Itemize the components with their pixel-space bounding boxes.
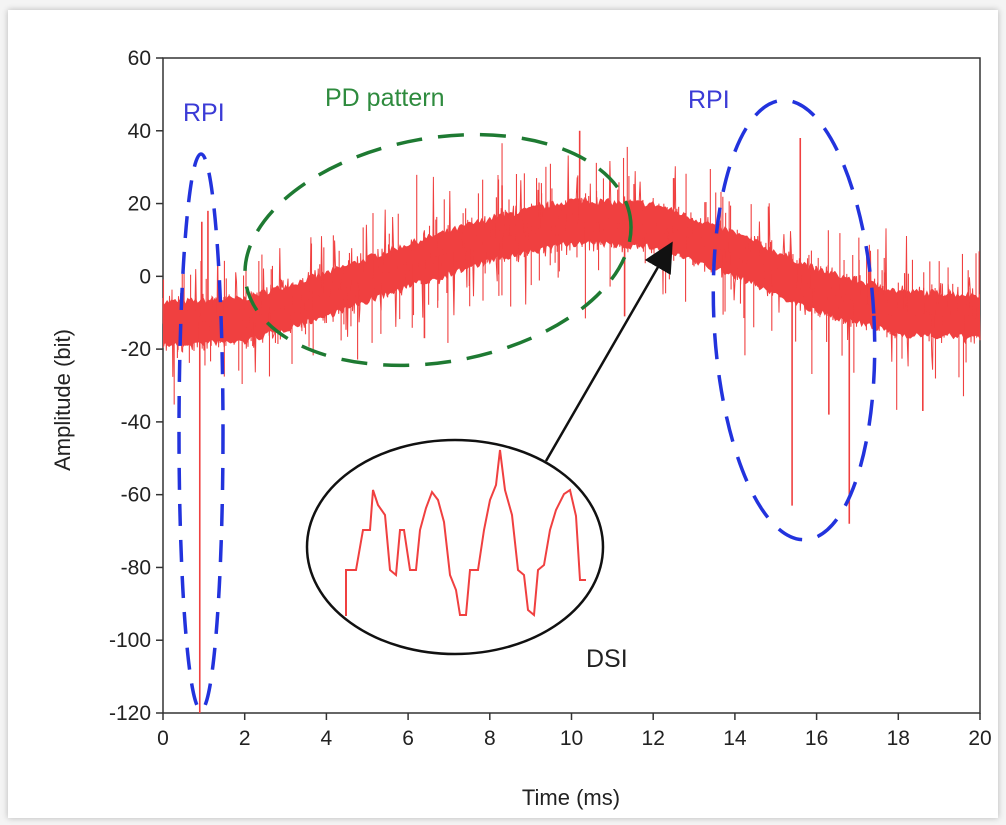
rpi-right-ellipse: [711, 98, 877, 542]
y-tick-label: -100: [109, 629, 151, 652]
x-tick-label: 18: [887, 727, 910, 750]
x-tick-label: 12: [642, 727, 665, 750]
rpi-right-label: RPI: [688, 86, 730, 114]
y-tick-label: 20: [128, 193, 151, 216]
figure-frame: 0 2 4 6 8 10 12 14 16 18 20 60 40 20 0 -20 -40 -60 -80 -100…: [8, 10, 998, 818]
x-tick-label: 16: [805, 727, 828, 750]
y-tick-label: -40: [121, 411, 151, 434]
x-tick-label: 4: [321, 727, 333, 750]
plot-area: [162, 57, 981, 714]
signal-band: [163, 198, 980, 349]
y-tick-label: 60: [128, 47, 151, 70]
signal-layer: [162, 130, 981, 713]
x-tick-label: 10: [560, 727, 583, 750]
x-axis-title: Time (ms): [522, 785, 620, 810]
y-tick-label: -20: [121, 338, 151, 361]
rpi-left-ellipse: [177, 152, 225, 712]
amplitude-time-chart: 0 2 4 6 8 10 12 14 16 18 20 60 40 20 0 -20 -40 -60 -80 -100…: [50, 47, 992, 810]
ticks-layer: 0 2 4 6 8 10 12 14 16 18 20 60 40 20 0 -20 -40 -60 -80 -100…: [109, 47, 992, 750]
y-tick-label: 0: [139, 265, 151, 288]
pd-pattern-label: PD pattern: [325, 84, 445, 112]
annotation-layer: RPI PD pattern RPI DSI: [177, 84, 877, 712]
x-tick-label: 0: [157, 727, 169, 750]
dsi-label: DSI: [586, 645, 628, 673]
rpi-left-label: RPI: [183, 99, 225, 127]
x-tick-label: 2: [239, 727, 251, 750]
x-tick-label: 14: [723, 727, 747, 750]
x-tick-label: 8: [484, 727, 496, 750]
dsi-waveform: [345, 449, 586, 617]
dsi-arrow: [544, 241, 673, 462]
y-tick-label: -80: [121, 556, 151, 579]
y-tick-label: -120: [109, 702, 151, 725]
signal-noise: [162, 155, 981, 377]
y-tick-label: 40: [128, 120, 151, 143]
x-tick-label: 6: [402, 727, 414, 750]
y-tick-label: -60: [121, 484, 151, 507]
dsi-ellipse: [305, 438, 605, 656]
x-tick-label: 20: [968, 727, 991, 750]
y-axis-title: Amplitude (bit): [50, 329, 75, 471]
pd-pattern-ellipse: [243, 132, 633, 368]
